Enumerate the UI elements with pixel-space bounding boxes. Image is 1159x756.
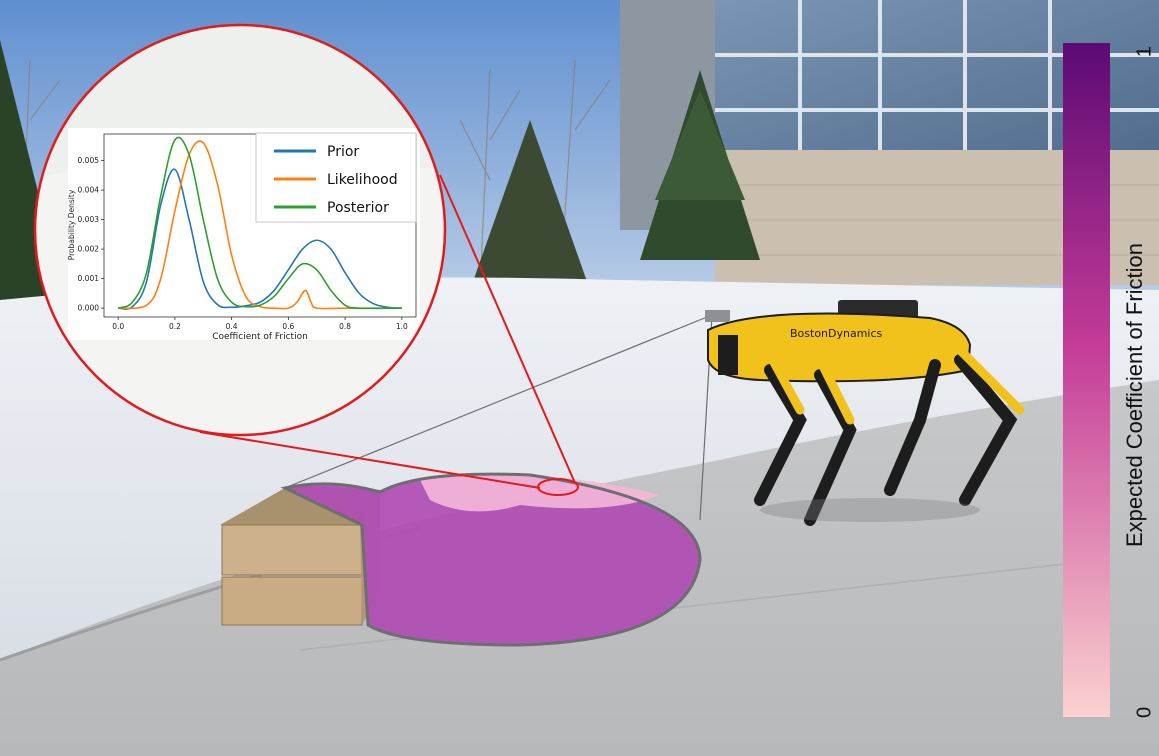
y-tick-label: 0.002 — [78, 245, 100, 254]
x-tick-label: 0.0 — [112, 322, 124, 331]
x-tick-label: 0.4 — [226, 322, 238, 331]
series-line-posterior — [117, 136, 402, 310]
chart-series-lines — [117, 136, 402, 310]
colorbar-title: Expected Coefficient of Friction — [1122, 243, 1147, 547]
colorbar-min-label: 0 — [1133, 707, 1155, 718]
y-tick-label: 0.001 — [78, 274, 100, 283]
x-axis-ticks: 0.0 0.2 0.4 0.6 0.8 1.0 — [112, 317, 408, 331]
series-line-prior — [118, 168, 402, 310]
series-line-likelihood — [118, 140, 402, 310]
friction-map — [280, 472, 702, 647]
magnifier-callout — [33, 23, 447, 437]
colorbar-gradient — [1063, 43, 1110, 717]
legend-label-prior: Prior — [327, 144, 359, 160]
legend-label-posterior: Posterior — [327, 200, 389, 216]
y-axis-ticks: 0.000 0.001 0.002 0.003 0.004 0.005 — [78, 156, 104, 313]
legend-label-likelihood: Likelihood — [327, 172, 398, 188]
x-tick-label: 1.0 — [396, 322, 408, 331]
robot-brand-text: BostonDynamics — [790, 327, 883, 340]
x-tick-label: 0.8 — [339, 322, 351, 331]
y-tick-label: 0.000 — [78, 304, 100, 313]
chart-y-axis-label: Probability Density — [67, 189, 76, 260]
quadruped-robot: BostonDynamics — [705, 300, 1025, 526]
y-tick-label: 0.005 — [78, 156, 100, 165]
y-tick-label: 0.003 — [78, 215, 100, 224]
colorbar-max-label: 1 — [1133, 46, 1155, 57]
colorbar: 1 0 Expected Coefficient of Friction — [1063, 43, 1155, 718]
y-tick-label: 0.004 — [78, 186, 100, 195]
chart-x-axis-label: Coefficient of Friction — [212, 332, 308, 342]
x-tick-label: 0.6 — [282, 322, 294, 331]
probability-chart: 0.0 0.2 0.4 0.6 0.8 1.0 0.0000.0010.0020.0030… — [67, 132, 417, 342]
chart-legend: Prior Likelihood Posterior — [255, 132, 417, 223]
callout-lines — [199, 174, 576, 489]
x-tick-label: 0.2 — [169, 322, 181, 331]
